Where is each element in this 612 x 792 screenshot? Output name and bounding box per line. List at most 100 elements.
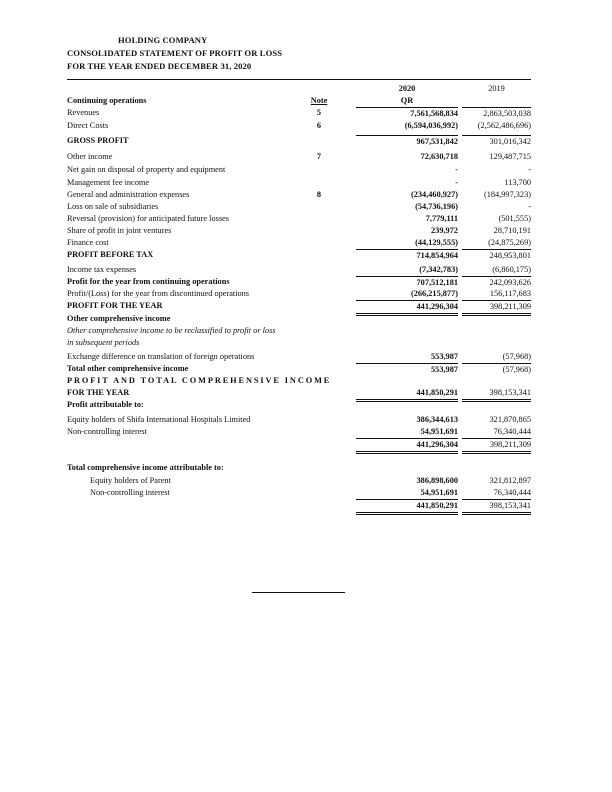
row-label: Other income: [67, 152, 113, 161]
value-2019: (57,968): [502, 352, 531, 361]
table-row: Non-controlling interest 54,951,691 76,340…: [0, 487, 612, 499]
value-2019: 76,340,444: [493, 427, 531, 436]
value-2020: (234,460,927): [410, 190, 458, 199]
table-row: Finance cost (44,129,555) (24,875,269): [0, 237, 612, 249]
value-2019: 76,340,444: [493, 488, 531, 497]
row-note: 7: [316, 152, 322, 161]
value-2019: 301,016,342: [462, 135, 531, 148]
table-row: Other comprehensive income to be reclass…: [0, 325, 612, 337]
value-2019: 2,863,503,038: [462, 107, 531, 120]
table-row: 441,296,304 398,211,309: [0, 438, 612, 454]
table-row: Revenues 5 7,561,568,834 2,863,503,038: [0, 107, 612, 119]
table-row: Net gain on disposal of property and equ…: [0, 164, 612, 176]
value-2019: 129,487,715: [489, 152, 531, 161]
value-2019: (184,997,323): [483, 190, 531, 199]
row-label: Profit for the year from continuing oper…: [67, 277, 230, 286]
row-label: Management fee income: [67, 178, 150, 187]
table-row: Other income 7 72,630,718 129,487,715: [0, 151, 612, 163]
value-2020: 553,987: [356, 363, 458, 376]
note-header-row: Note QR: [0, 95, 612, 107]
row-label: GROSS PROFIT: [67, 136, 129, 145]
row-label: Loss on sale of subsidiaries: [67, 202, 159, 211]
value-2020: 441,296,304: [356, 438, 458, 454]
table-row: Exchange difference on translation of fo…: [0, 351, 612, 363]
table-row: Income tax expenses (7,342,783) (6,860,175…: [0, 264, 612, 276]
value-2020: 54,951,691: [420, 488, 458, 497]
value-2019: -: [528, 165, 531, 174]
value-2020: 441,850,291: [356, 499, 458, 515]
currency-header: QR: [400, 96, 414, 105]
value-2020: (6,594,036,992): [404, 121, 458, 130]
value-2020: 386,344,613: [416, 415, 458, 424]
value-2020: -: [455, 178, 458, 187]
value-2020: -: [455, 165, 458, 174]
value-2019: 321,870,865: [489, 415, 531, 424]
row-label: Reversal (provision) for anticipated fut…: [67, 214, 229, 223]
row-label: PROFIT BEFORE TAX: [67, 250, 154, 259]
header-rule: [67, 79, 531, 80]
value-2019: (6,860,175): [492, 265, 531, 274]
value-2020: (54,736,196): [415, 202, 458, 211]
statement-title: CONSOLIDATED STATEMENT OF PROFIT OR LOSS: [67, 48, 283, 58]
value-2020: 714,854,964: [356, 249, 458, 262]
year-2020-header: 2020: [398, 84, 416, 93]
row-label: Non-controlling interest: [67, 427, 147, 436]
value-2020: (266,215,877): [410, 289, 458, 298]
value-2020: (7,342,783): [419, 265, 458, 274]
table-row: Loss on sale of subsidiaries (54,736,196)…: [0, 201, 612, 213]
value-2019: (24,875,269): [488, 238, 531, 247]
table-row: Management fee income - 113,700: [0, 177, 612, 189]
value-2020: 967,531,842: [356, 135, 458, 148]
table-row: Profit attributable to:: [0, 399, 612, 411]
table-row: Direct Costs 6 (6,594,036,992) (2,562,486,6…: [0, 120, 612, 132]
table-row: Profit for the year from continuing oper…: [0, 276, 612, 288]
value-2019: (2,562,486,696): [477, 121, 531, 130]
table-row: Non-controlling interest 54,951,691 76,340…: [0, 426, 612, 438]
table-row: General and administration expenses 8 (234…: [0, 189, 612, 201]
table-row: Total comprehensive income attributable …: [0, 462, 612, 474]
company-name: HOLDING COMPANY: [118, 35, 208, 45]
value-2019: 398,211,309: [462, 300, 531, 316]
row-label: Exchange difference on translation of fo…: [67, 352, 255, 361]
value-2020: 441,850,291: [356, 387, 458, 402]
row-note: 5: [316, 108, 322, 117]
table-row: Profit/(Loss) for the year from disconti…: [0, 288, 612, 300]
value-2020: 553,987: [431, 352, 458, 361]
table-row: 441,850,291 398,153,341: [0, 499, 612, 515]
row-label: PROFIT AND TOTAL COMPREHENSIVE INCOME: [67, 376, 332, 385]
value-2019: 28,710,191: [493, 226, 531, 235]
row-label: General and administration expenses: [67, 190, 190, 199]
table-row: GROSS PROFIT 967,531,842 301,016,342: [0, 135, 612, 147]
row-label: Finance cost: [67, 238, 109, 247]
table-row: Total other comprehensive income 553,987 (…: [0, 363, 612, 375]
row-label: PROFIT FOR THE YEAR: [67, 301, 163, 310]
row-label: Continuing operations: [67, 96, 147, 105]
row-label: Other comprehensive income to be reclass…: [67, 326, 276, 335]
row-label: Equity holders of Shifa International Ho…: [67, 415, 251, 424]
value-2019: -: [528, 202, 531, 211]
row-label: Profit attributable to:: [67, 400, 144, 409]
value-2019: 398,153,341: [462, 499, 531, 515]
note-header: Note: [310, 96, 328, 105]
row-label: Equity holders of Parent: [90, 476, 171, 485]
table-row: in subsequent periods: [0, 337, 612, 349]
value-2019: (501,555): [498, 214, 532, 223]
value-2019: (57,968): [462, 363, 531, 376]
row-label: Net gain on disposal of property and equ…: [67, 165, 226, 174]
value-2019: 156,117,683: [489, 289, 531, 298]
value-2020: 7,779,111: [425, 214, 458, 223]
row-label: Revenues: [67, 108, 100, 117]
year-header-row: 2020 2019: [0, 83, 612, 95]
row-label: Income tax expenses: [67, 265, 137, 274]
row-note: 8: [316, 190, 322, 199]
value-2020: 239,972: [431, 226, 458, 235]
row-label: Direct Costs: [67, 121, 109, 130]
row-label: Total other comprehensive income: [67, 364, 189, 373]
row-label: Profit/(Loss) for the year from disconti…: [67, 289, 250, 298]
value-2020: 54,951,691: [420, 427, 458, 436]
row-label: Non-controlling interest: [90, 488, 170, 497]
row-label: FOR THE YEAR: [67, 388, 130, 397]
table-row: PROFIT AND TOTAL COMPREHENSIVE INCOME: [0, 375, 612, 387]
statement-period: FOR THE YEAR ENDED DECEMBER 31, 2020: [67, 61, 252, 71]
value-2020: 707,512,181: [356, 276, 458, 289]
